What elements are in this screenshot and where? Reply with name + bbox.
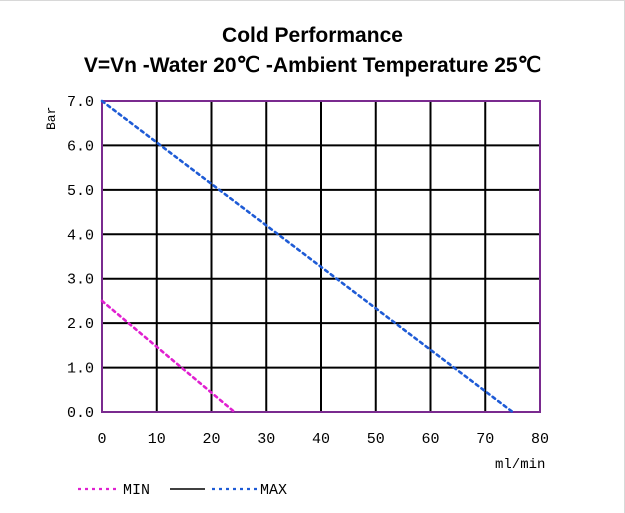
legend-max-label: MAX (260, 482, 287, 499)
x-axis-label: ml/min (495, 457, 545, 473)
y-tick-label: 0.0 (67, 405, 94, 422)
chart-subtitle: V=Vn -Water 20℃ -Ambient Temperature 25℃ (83, 54, 542, 77)
series-line-max (100, 99, 514, 414)
y-tick-labels: 0.0 1.0 2.0 3.0 4.0 5.0 6.0 7.0 (67, 94, 94, 422)
grid-lines (101, 100, 541, 413)
x-tick-label: 40 (312, 431, 330, 448)
series-line-min (100, 299, 236, 414)
y-tick-label: 2.0 (67, 316, 94, 333)
y-tick-label: 4.0 (67, 227, 94, 244)
chart-title: Cold Performance (222, 24, 403, 47)
x-tick-label: 10 (148, 431, 166, 448)
x-tick-label: 60 (421, 431, 439, 448)
series-layer (100, 99, 514, 414)
y-tick-label: 5.0 (67, 183, 94, 200)
plot-area-border (101, 100, 541, 413)
x-tick-labels: 0 10 20 30 40 50 60 70 80 (97, 431, 549, 448)
y-tick-label: 7.0 (67, 94, 94, 111)
x-tick-label: 20 (202, 431, 220, 448)
x-tick-label: 50 (367, 431, 385, 448)
y-tick-label: 3.0 (67, 272, 94, 289)
x-tick-label: 80 (531, 431, 549, 448)
y-axis-label: Bar (44, 107, 59, 130)
x-tick-label: 70 (476, 431, 494, 448)
x-tick-label: 30 (257, 431, 275, 448)
legend-min-label: MIN (123, 482, 150, 499)
y-tick-label: 1.0 (67, 361, 94, 378)
y-tick-label: 6.0 (67, 138, 94, 155)
x-tick-label: 0 (97, 431, 106, 448)
legend: MIN MAX (78, 482, 287, 499)
top-border-line (0, 0, 625, 1)
